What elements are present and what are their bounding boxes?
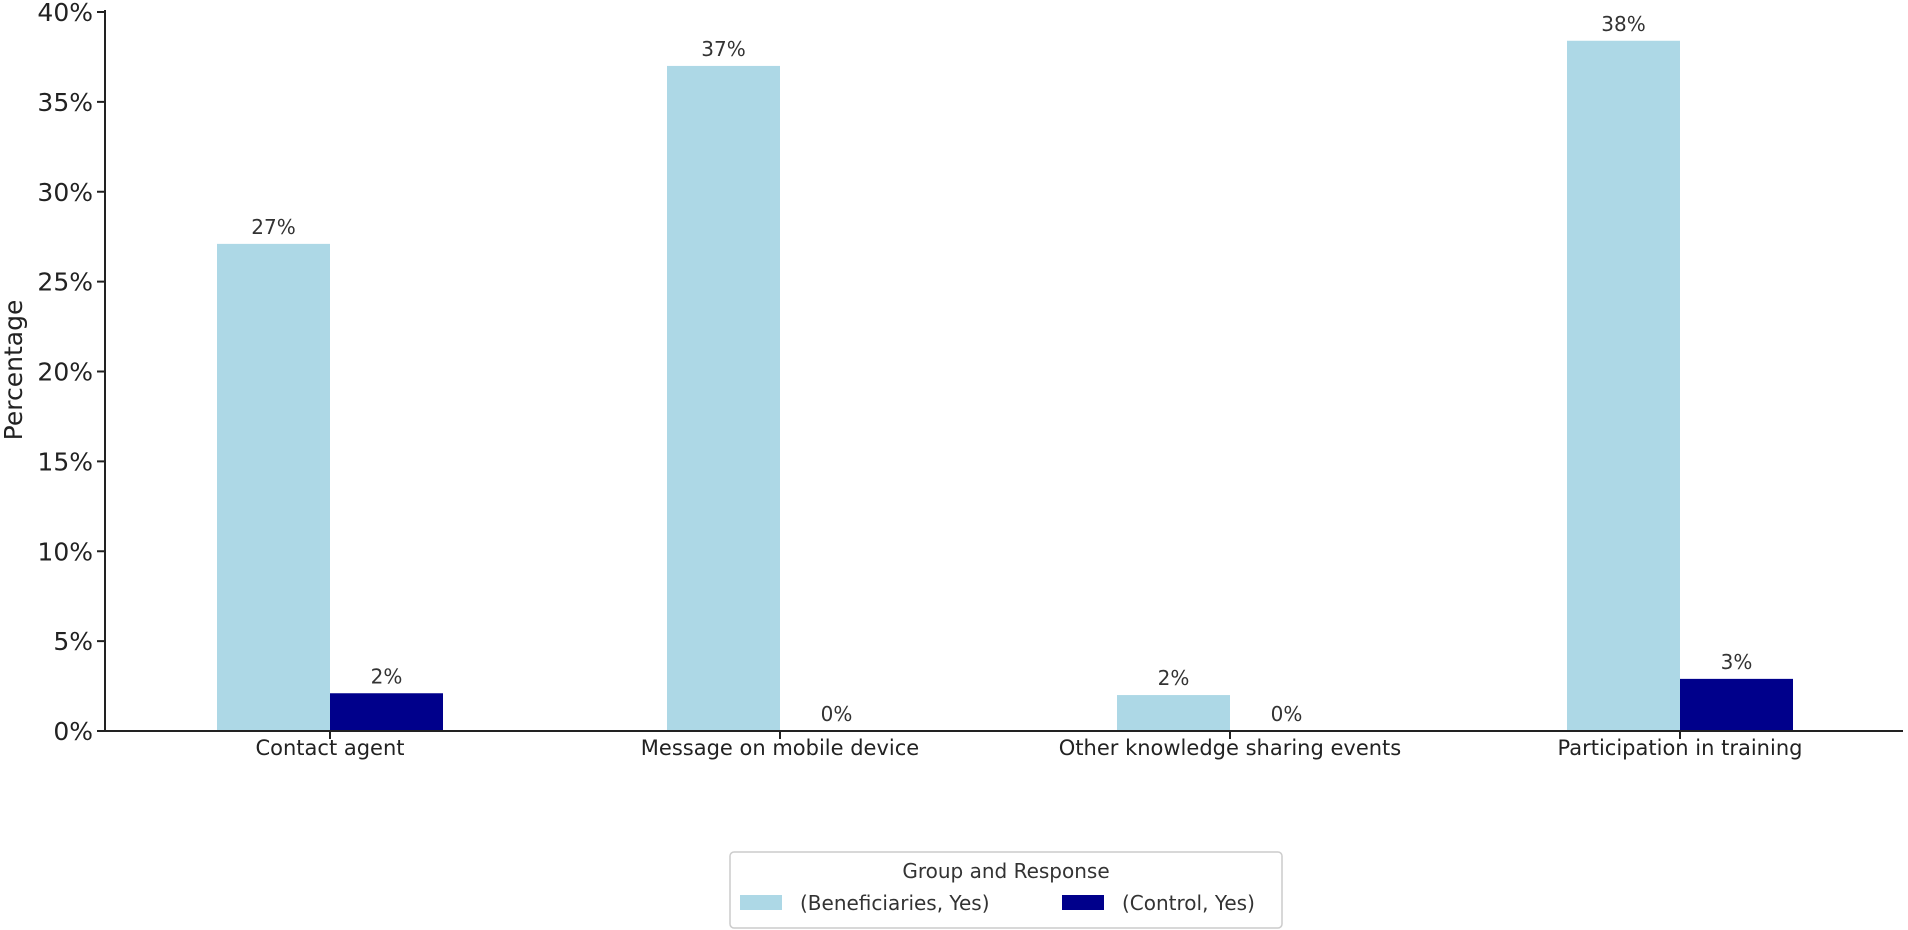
y-tick-label-6: 30% xyxy=(37,178,93,207)
bar-series-0-category-3 xyxy=(1567,40,1680,731)
bar-series-0-category-0 xyxy=(217,243,330,731)
legend-frame xyxy=(729,851,1283,929)
y-tick-label-5: 25% xyxy=(37,268,93,297)
data-label-series-1-category-3: 3% xyxy=(1721,650,1753,674)
y-tick-label-0: 0% xyxy=(53,717,93,746)
data-label-series-0-category-0: 27% xyxy=(251,215,295,239)
legend-swatch-beneficiaries xyxy=(740,895,782,910)
bar-series-1-category-3 xyxy=(1680,678,1793,731)
bar-series-0-category-2 xyxy=(1117,695,1230,731)
legend-title: Group and Response xyxy=(902,859,1109,883)
x-tick-label-2: Other knowledge sharing events xyxy=(1059,736,1401,760)
data-label-series-0-category-2: 2% xyxy=(1158,666,1190,690)
x-tick-label-3: Participation in training xyxy=(1558,736,1803,760)
bar-series-0-category-1 xyxy=(667,65,780,732)
bar-series-1-category-0 xyxy=(330,693,443,731)
legend-swatch-control xyxy=(1062,895,1104,910)
legend-label-beneficiaries: (Beneficiaries, Yes) xyxy=(800,891,990,915)
y-axis-title: Percentage xyxy=(0,300,28,441)
y-tick-label-8: 40% xyxy=(37,0,93,27)
data-label-series-0-category-1: 37% xyxy=(701,37,745,61)
y-tick-label-1: 5% xyxy=(53,627,93,656)
data-label-series-1-category-1: 0% xyxy=(821,702,853,726)
legend-label-control: (Control, Yes) xyxy=(1122,891,1255,915)
y-tick-label-2: 10% xyxy=(37,537,93,566)
axes: 0% 5% 10% 15% 20% 25% 30% 35% 40% Contact agent Me… xyxy=(37,0,1903,760)
data-label-series-1-category-2: 0% xyxy=(1271,702,1303,726)
x-tick-label-0: Contact agent xyxy=(255,736,404,760)
y-tick-label-7: 35% xyxy=(37,88,93,117)
data-label-series-1-category-0: 2% xyxy=(371,664,403,688)
data-label-series-0-category-3: 38% xyxy=(1601,12,1645,36)
x-tick-label-1: Message on mobile device xyxy=(641,736,919,760)
y-tick-label-3: 15% xyxy=(37,447,93,476)
y-tick-label-4: 20% xyxy=(37,358,93,387)
plot-area: 27% 2% 37% 0% 2% 0% 38% 3% xyxy=(217,12,1793,732)
legend: Group and Response (Beneficiaries, Yes) … xyxy=(729,851,1283,929)
